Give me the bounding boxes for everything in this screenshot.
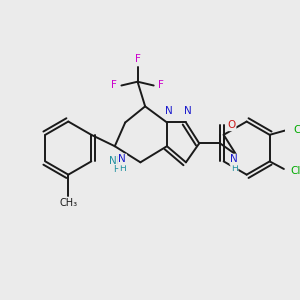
Text: N: N <box>165 106 173 116</box>
Text: F: F <box>158 80 164 91</box>
Text: H: H <box>119 164 126 173</box>
Text: Cl: Cl <box>290 166 300 176</box>
Text: N: N <box>118 154 126 164</box>
Text: H: H <box>113 165 120 174</box>
Text: N: N <box>230 154 238 164</box>
Text: Cl: Cl <box>293 125 300 135</box>
Text: H: H <box>231 164 238 172</box>
Text: O: O <box>227 120 236 130</box>
Text: CH₃: CH₃ <box>59 198 77 208</box>
Text: F: F <box>111 80 117 91</box>
Text: F: F <box>135 54 140 64</box>
Text: N: N <box>184 106 192 116</box>
Text: NH: NH <box>109 156 124 167</box>
